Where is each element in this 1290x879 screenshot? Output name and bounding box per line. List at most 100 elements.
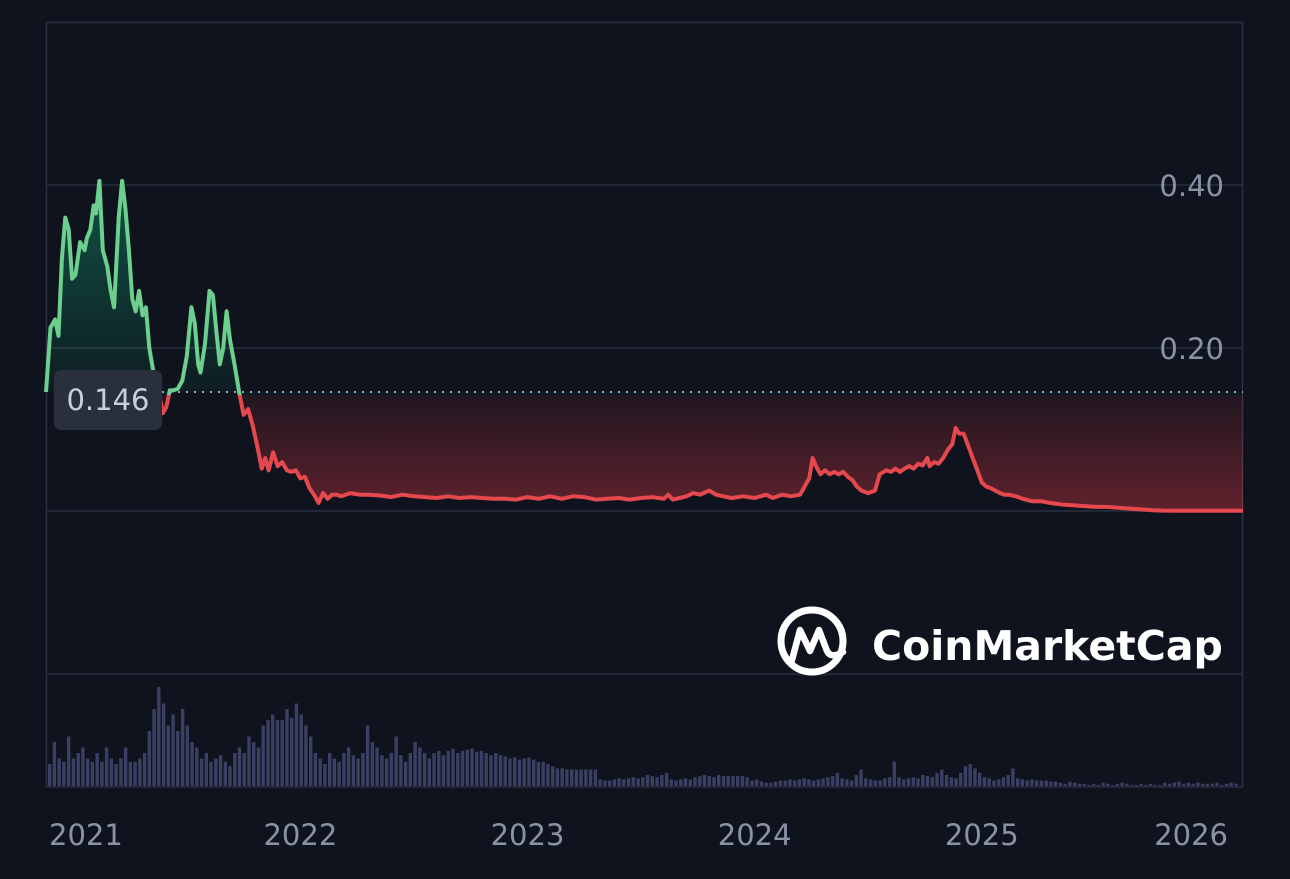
volume-bar — [736, 776, 740, 786]
volume-bar — [233, 753, 237, 786]
volume-bar — [636, 778, 640, 786]
volume-bar — [660, 775, 664, 786]
volume-bar — [365, 725, 370, 786]
volume-bar — [346, 747, 351, 786]
volume-bar — [949, 777, 953, 786]
volume-bar — [631, 777, 635, 786]
volume-bar — [527, 757, 531, 786]
volume-bar — [1186, 782, 1191, 786]
volume-bar — [1215, 782, 1219, 786]
volume-bar — [579, 769, 583, 786]
volume-bar — [698, 776, 702, 786]
volume-bar — [142, 753, 147, 786]
volume-bar — [1220, 784, 1224, 786]
y-tick-labels: 0.40 0.20 — [1159, 169, 1224, 366]
volume-bar — [351, 755, 356, 786]
volume-bar — [1229, 782, 1233, 786]
volume-bar — [361, 753, 365, 786]
volume-bar — [261, 725, 265, 786]
volume-bar — [290, 717, 294, 786]
volume-bar — [133, 761, 137, 786]
volume-bar — [1191, 783, 1195, 786]
volume-bar — [100, 761, 104, 786]
volume-bar — [968, 764, 972, 786]
volume-bar — [707, 776, 711, 786]
volume-bar — [86, 758, 90, 786]
volume-bar — [807, 779, 811, 786]
volume-bar — [607, 780, 612, 786]
volume-bar — [323, 764, 327, 786]
volume-bar — [902, 779, 906, 786]
volume-bar — [95, 753, 99, 786]
volume-bar — [76, 753, 80, 786]
volume-bar — [380, 755, 384, 786]
price-line-below-reference — [155, 395, 1243, 513]
volume-bar — [266, 720, 270, 786]
volume-bar — [166, 725, 170, 786]
volume-bar — [1025, 780, 1029, 786]
volume-bar — [1039, 780, 1044, 786]
volume-bar — [451, 748, 455, 786]
volume-bar — [242, 753, 246, 786]
volume-bar — [755, 779, 759, 786]
volume-bar — [147, 731, 151, 786]
volume-bar — [332, 758, 337, 786]
volume-bar — [437, 750, 441, 786]
reference-badge-label: 0.146 — [66, 383, 149, 417]
volume-bar — [840, 778, 844, 786]
volume-bar — [997, 779, 1001, 786]
volume-bar — [161, 703, 166, 786]
volume-bar — [1205, 783, 1210, 786]
volume-bar — [299, 714, 303, 786]
volume-bar — [304, 725, 308, 786]
volume-bar — [446, 750, 450, 786]
volume-bar — [959, 772, 963, 786]
volume-bar — [1082, 783, 1086, 786]
volume-bar — [81, 747, 85, 786]
volume-bar — [854, 775, 859, 786]
volume-bar — [441, 755, 446, 786]
volume-bar — [157, 687, 161, 786]
volume-bar — [797, 779, 802, 786]
volume-bar — [1068, 781, 1072, 786]
area-fill-below-reference — [158, 395, 1243, 511]
volume-bar — [1096, 784, 1100, 786]
volume-bar — [603, 780, 607, 786]
volume-bar — [1158, 784, 1162, 786]
volume-bar — [114, 764, 118, 786]
volume-bar — [475, 751, 479, 786]
volume-bar — [750, 780, 754, 786]
volume-bar — [119, 758, 123, 786]
volume-bar — [190, 742, 194, 786]
volume-bar — [422, 753, 427, 786]
volume-bar — [52, 742, 57, 786]
volume-bar — [185, 725, 189, 786]
volume-bar — [674, 780, 678, 786]
volume-bar — [650, 776, 654, 786]
volume-bar — [67, 736, 71, 786]
volume-bar — [835, 772, 840, 786]
volume-bar — [1006, 775, 1010, 786]
volume-bar — [271, 714, 275, 786]
volume-bar — [745, 777, 749, 786]
volume-bar — [128, 761, 133, 786]
volume-bar — [864, 778, 868, 786]
x-tick-label: 2022 — [263, 818, 337, 852]
volume-bar — [517, 759, 522, 786]
volume-bar — [171, 714, 175, 786]
volume-bar — [664, 772, 669, 786]
volume-bar — [982, 777, 987, 786]
volume-bar — [403, 761, 408, 786]
volume-bar — [821, 778, 825, 786]
volume-bar — [759, 781, 764, 786]
volume-bar — [679, 779, 683, 786]
volume-bar — [328, 753, 332, 786]
volume-bar — [1016, 778, 1020, 786]
volume-bar — [622, 779, 626, 786]
volume-bar — [508, 758, 512, 786]
volume-bar — [560, 768, 564, 786]
volume-bar — [228, 766, 232, 786]
volume-bar — [712, 777, 716, 786]
volume-bar — [897, 777, 901, 786]
volume-bar — [285, 709, 289, 786]
